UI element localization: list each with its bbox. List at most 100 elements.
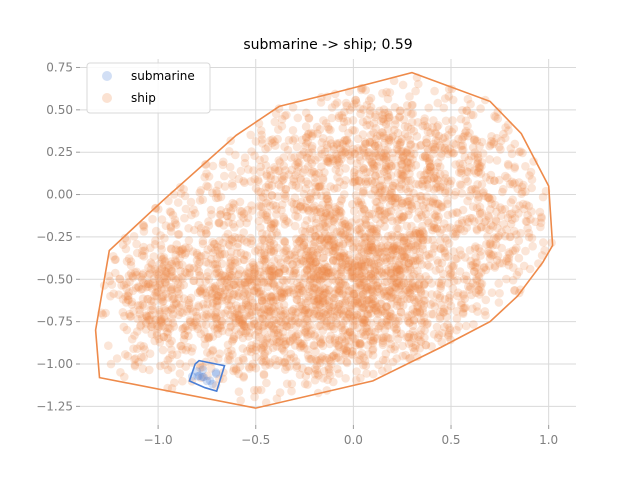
ship-point: [288, 335, 298, 344]
ship-point: [290, 341, 300, 350]
ship-point: [406, 256, 416, 265]
ship-point: [253, 270, 263, 279]
ship-point: [346, 304, 356, 314]
ship-point: [166, 286, 176, 296]
ship-point: [471, 288, 481, 298]
ship-point: [433, 258, 443, 268]
ship-point: [312, 250, 322, 260]
ship-point: [353, 298, 362, 307]
ship-point: [259, 343, 268, 352]
ship-point: [292, 363, 302, 372]
ship-point: [361, 283, 370, 293]
ship-point: [436, 279, 446, 289]
ship-point: [344, 328, 353, 338]
ship-point: [438, 269, 448, 279]
ship-point: [372, 306, 381, 316]
ship-point: [318, 335, 328, 344]
ship-point: [439, 103, 449, 113]
ship-point: [358, 290, 368, 300]
ship-point: [459, 226, 469, 236]
ship-point: [195, 360, 205, 370]
ship-point: [278, 275, 287, 285]
ship-point: [386, 344, 396, 354]
ship-point: [284, 218, 293, 227]
ship-point: [355, 338, 365, 348]
ship-point: [260, 248, 269, 258]
ship-point: [449, 124, 459, 134]
ship-point: [137, 352, 146, 362]
ship-point: [435, 293, 444, 303]
ship-point: [485, 239, 494, 249]
ship-point: [419, 296, 428, 306]
ship-point: [306, 329, 316, 339]
ship-point: [250, 286, 259, 296]
ship-point: [314, 289, 323, 298]
ship-point: [292, 291, 302, 300]
ship-point: [339, 232, 349, 241]
ship-point: [386, 287, 396, 297]
ship-point: [304, 354, 314, 363]
ship-point: [260, 338, 270, 348]
ship-point: [355, 338, 364, 348]
ship-point: [215, 321, 225, 330]
ship-point: [328, 322, 338, 331]
ship-point: [236, 396, 245, 405]
ship-point: [400, 252, 409, 262]
ship-point: [416, 337, 426, 346]
ship-point: [296, 234, 306, 244]
ship-point: [338, 298, 347, 308]
ship-point: [367, 326, 376, 336]
ship-point: [208, 248, 218, 257]
ship-point: [122, 325, 132, 335]
ship-point: [225, 271, 234, 281]
ship-point: [423, 235, 433, 244]
ship-point: [299, 343, 309, 353]
ship-point: [173, 198, 183, 207]
ship-point: [409, 269, 419, 279]
ship-point: [301, 227, 310, 237]
legend-label-submarine: submarine: [131, 69, 195, 83]
ship-point: [412, 307, 422, 317]
ship-point: [189, 205, 198, 214]
ship-point: [323, 203, 332, 213]
ship-point: [263, 346, 273, 355]
ship-point: [348, 266, 357, 275]
ship-point: [306, 354, 316, 364]
ship-point: [264, 307, 274, 317]
ship-point: [315, 235, 325, 245]
ship-point: [342, 357, 352, 367]
ship-point: [263, 293, 273, 302]
ship-point: [350, 320, 360, 330]
ship-point: [303, 332, 312, 342]
ship-point: [290, 313, 300, 323]
ship-point: [398, 232, 407, 242]
ship-point: [179, 280, 189, 290]
ship-point: [258, 322, 268, 331]
ship-point: [430, 210, 439, 219]
ship-point: [396, 329, 406, 339]
ship-point: [370, 327, 380, 337]
ship-point: [400, 243, 410, 252]
ship-point: [316, 308, 325, 317]
ship-point: [295, 319, 304, 328]
ship-point: [339, 248, 349, 258]
ship-point: [194, 301, 203, 310]
ship-point: [417, 299, 426, 309]
ship-point: [407, 310, 417, 319]
ship-point: [353, 251, 362, 261]
ship-point: [336, 278, 346, 288]
ship-point: [243, 346, 252, 356]
ship-point: [355, 355, 364, 365]
ship-point: [348, 330, 357, 340]
ship-point: [374, 206, 383, 216]
ship-point: [170, 300, 179, 309]
ship-point: [210, 324, 219, 333]
ship-point: [434, 199, 444, 209]
ship-point: [459, 303, 469, 313]
ship-point: [395, 113, 404, 122]
ship-point: [415, 336, 424, 345]
ship-point: [416, 288, 426, 297]
ship-point: [375, 106, 384, 116]
ship-point: [284, 255, 293, 265]
ship-point: [338, 241, 348, 250]
